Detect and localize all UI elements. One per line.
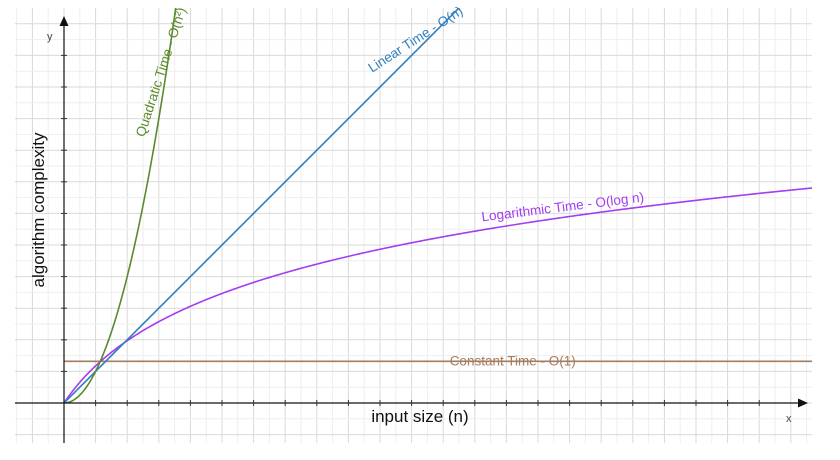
y-axis-arrow-icon xyxy=(59,16,69,26)
axes xyxy=(15,16,808,443)
x-axis-arrow-icon xyxy=(798,398,808,408)
grid xyxy=(15,8,812,443)
quadratic-curve xyxy=(64,8,177,403)
linear-curve xyxy=(64,8,461,403)
y-axis-letter: y xyxy=(47,31,53,43)
x-axis-letter: x xyxy=(786,413,792,425)
curves xyxy=(64,8,812,403)
constant-series-label: Constant Time - O(1) xyxy=(450,353,576,368)
logarithmic-series-label: Logarithmic Time - O(log n) xyxy=(481,190,645,225)
y-axis-title: algorithm complexity xyxy=(29,132,48,287)
x-axis-title: input size (n) xyxy=(371,407,468,426)
logarithmic-curve xyxy=(64,187,812,403)
